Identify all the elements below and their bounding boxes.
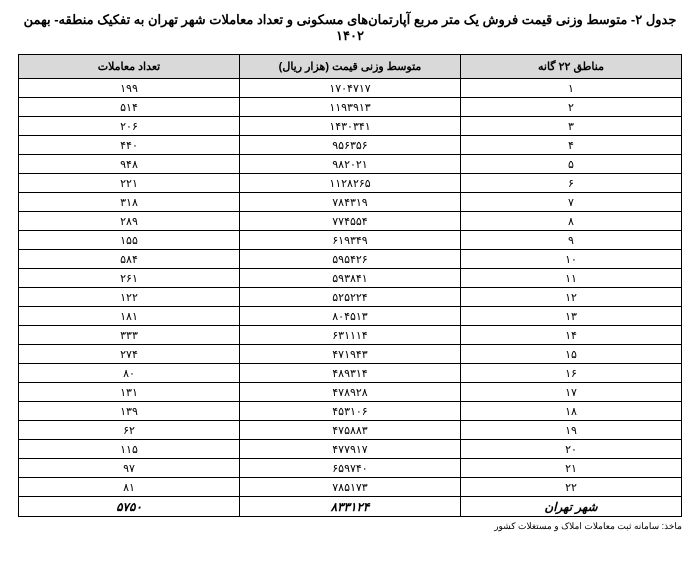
cell-region: ۱۳ xyxy=(461,307,682,326)
cell-region: ۲۰ xyxy=(461,440,682,459)
cell-count: ۴۴۰ xyxy=(19,136,240,155)
cell-region: ۲ xyxy=(461,98,682,117)
cell-region: ۶ xyxy=(461,174,682,193)
cell-price: ۱۷۰۴۷۱۷ xyxy=(240,79,461,98)
cell-region: ۳ xyxy=(461,117,682,136)
cell-price: ۴۵۳۱۰۶ xyxy=(240,402,461,421)
cell-price: ۵۹۵۴۲۶ xyxy=(240,250,461,269)
cell-price: ۴۸۹۳۱۴ xyxy=(240,364,461,383)
cell-count: ۳۳۳ xyxy=(19,326,240,345)
table-row: ۶۱۱۲۸۲۶۵۲۲۱ xyxy=(19,174,682,193)
cell-count: ۹۷ xyxy=(19,459,240,478)
table-row: ۱۱۵۹۳۸۴۱۲۶۱ xyxy=(19,269,682,288)
total-row: شهر تهران۸۳۳۱۲۴۵۷۵۰ xyxy=(19,497,682,517)
cell-region: ۱۰ xyxy=(461,250,682,269)
cell-count: ۳۱۸ xyxy=(19,193,240,212)
cell-price: ۹۵۶۳۵۶ xyxy=(240,136,461,155)
cell-count: ۱۵۵ xyxy=(19,231,240,250)
cell-region: ۹ xyxy=(461,231,682,250)
cell-region: ۲۲ xyxy=(461,478,682,497)
cell-count: ۲۸۹ xyxy=(19,212,240,231)
price-table: مناطق ۲۲ گانه متوسط وزنی قیمت (هزار ریال… xyxy=(18,54,682,517)
cell-price: ۸۰۴۵۱۳ xyxy=(240,307,461,326)
cell-region: ۵ xyxy=(461,155,682,174)
cell-count: ۱۳۹ xyxy=(19,402,240,421)
cell-count: ۲۲۱ xyxy=(19,174,240,193)
cell-region: ۱۸ xyxy=(461,402,682,421)
cell-count: ۸۱ xyxy=(19,478,240,497)
cell-price: ۱۱۹۳۹۱۳ xyxy=(240,98,461,117)
header-row: مناطق ۲۲ گانه متوسط وزنی قیمت (هزار ریال… xyxy=(19,55,682,79)
cell-price: ۴۷۵۸۸۳ xyxy=(240,421,461,440)
cell-count: ۹۴۸ xyxy=(19,155,240,174)
table-row: ۵۹۸۲۰۲۱۹۴۸ xyxy=(19,155,682,174)
cell-price: ۵۲۵۲۲۴ xyxy=(240,288,461,307)
cell-count: ۱۸۱ xyxy=(19,307,240,326)
cell-count: ۱۲۲ xyxy=(19,288,240,307)
col-header-price: متوسط وزنی قیمت (هزار ریال) xyxy=(240,55,461,79)
table-row: ۴۹۵۶۳۵۶۴۴۰ xyxy=(19,136,682,155)
cell-price: ۴۷۷۹۱۷ xyxy=(240,440,461,459)
cell-price: ۱۱۲۸۲۶۵ xyxy=(240,174,461,193)
cell-region: ۲۱ xyxy=(461,459,682,478)
cell-region: ۱۵ xyxy=(461,345,682,364)
table-row: ۱۲۵۲۵۲۲۴۱۲۲ xyxy=(19,288,682,307)
total-region: شهر تهران xyxy=(461,497,682,517)
cell-count: ۸۰ xyxy=(19,364,240,383)
cell-price: ۱۴۳۰۳۴۱ xyxy=(240,117,461,136)
cell-count: ۵۸۴ xyxy=(19,250,240,269)
cell-count: ۱۱۵ xyxy=(19,440,240,459)
table-row: ۷۷۸۴۳۱۹۳۱۸ xyxy=(19,193,682,212)
cell-region: ۱۷ xyxy=(461,383,682,402)
cell-count: ۱۹۹ xyxy=(19,79,240,98)
table-row: ۱۷۴۷۸۹۲۸۱۳۱ xyxy=(19,383,682,402)
cell-count: ۶۲ xyxy=(19,421,240,440)
table-row: ۱۴۶۳۱۱۱۴۳۳۳ xyxy=(19,326,682,345)
table-row: ۲۲۷۸۵۱۷۳۸۱ xyxy=(19,478,682,497)
table-title: جدول ۲- متوسط وزنی قیمت فروش یک متر مربع… xyxy=(18,12,682,44)
cell-price: ۶۳۱۱۱۴ xyxy=(240,326,461,345)
cell-price: ۵۹۳۸۴۱ xyxy=(240,269,461,288)
cell-price: ۴۷۸۹۲۸ xyxy=(240,383,461,402)
cell-region: ۱۲ xyxy=(461,288,682,307)
cell-price: ۷۷۴۵۵۴ xyxy=(240,212,461,231)
table-row: ۱۳۸۰۴۵۱۳۱۸۱ xyxy=(19,307,682,326)
cell-price: ۷۸۵۱۷۳ xyxy=(240,478,461,497)
cell-region: ۴ xyxy=(461,136,682,155)
cell-region: ۱۱ xyxy=(461,269,682,288)
table-row: ۱۰۵۹۵۴۲۶۵۸۴ xyxy=(19,250,682,269)
total-count: ۵۷۵۰ xyxy=(19,497,240,517)
cell-region: ۱۹ xyxy=(461,421,682,440)
table-row: ۱۱۷۰۴۷۱۷۱۹۹ xyxy=(19,79,682,98)
table-row: ۲۱۶۵۹۷۴۰۹۷ xyxy=(19,459,682,478)
cell-region: ۸ xyxy=(461,212,682,231)
table-row: ۱۸۴۵۳۱۰۶۱۳۹ xyxy=(19,402,682,421)
cell-price: ۶۵۹۷۴۰ xyxy=(240,459,461,478)
source-note: ماخذ: سامانه ثبت معاملات املاک و مستغلات… xyxy=(18,521,682,532)
cell-count: ۲۷۴ xyxy=(19,345,240,364)
table-row: ۸۷۷۴۵۵۴۲۸۹ xyxy=(19,212,682,231)
cell-region: ۱۴ xyxy=(461,326,682,345)
cell-price: ۷۸۴۳۱۹ xyxy=(240,193,461,212)
table-row: ۳۱۴۳۰۳۴۱۲۰۶ xyxy=(19,117,682,136)
table-row: ۱۹۴۷۵۸۸۳۶۲ xyxy=(19,421,682,440)
cell-price: ۴۷۱۹۴۳ xyxy=(240,345,461,364)
cell-price: ۹۸۲۰۲۱ xyxy=(240,155,461,174)
col-header-count: تعداد معاملات xyxy=(19,55,240,79)
total-price: ۸۳۳۱۲۴ xyxy=(240,497,461,517)
col-header-region: مناطق ۲۲ گانه xyxy=(461,55,682,79)
table-row: ۲۰۴۷۷۹۱۷۱۱۵ xyxy=(19,440,682,459)
table-row: ۱۶۴۸۹۳۱۴۸۰ xyxy=(19,364,682,383)
cell-region: ۷ xyxy=(461,193,682,212)
cell-region: ۱۶ xyxy=(461,364,682,383)
table-row: ۱۵۴۷۱۹۴۳۲۷۴ xyxy=(19,345,682,364)
table-row: ۹۶۱۹۳۴۹۱۵۵ xyxy=(19,231,682,250)
cell-count: ۱۳۱ xyxy=(19,383,240,402)
cell-count: ۵۱۴ xyxy=(19,98,240,117)
cell-region: ۱ xyxy=(461,79,682,98)
cell-count: ۲۰۶ xyxy=(19,117,240,136)
table-row: ۲۱۱۹۳۹۱۳۵۱۴ xyxy=(19,98,682,117)
cell-count: ۲۶۱ xyxy=(19,269,240,288)
cell-price: ۶۱۹۳۴۹ xyxy=(240,231,461,250)
